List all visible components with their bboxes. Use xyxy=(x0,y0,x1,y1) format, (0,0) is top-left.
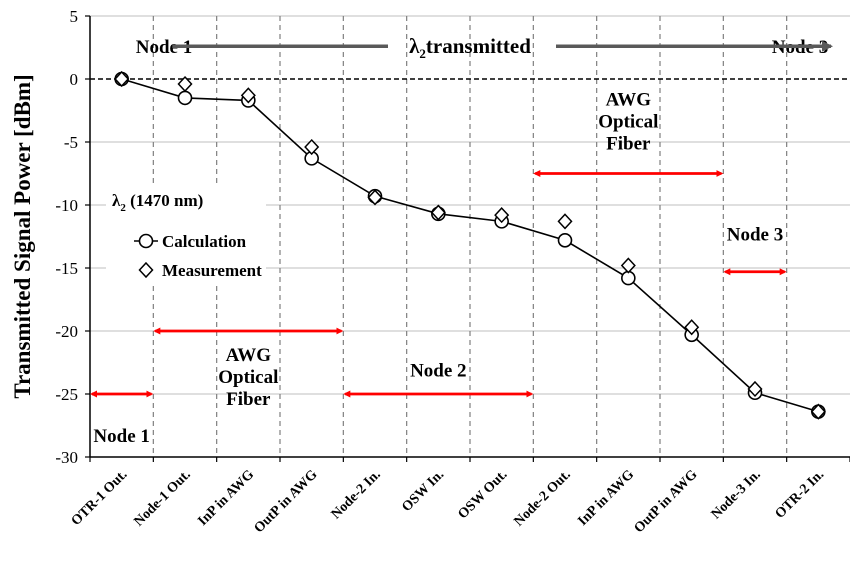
calculation-point xyxy=(557,232,573,248)
legend-label: Calculation xyxy=(162,232,247,251)
calculation-line xyxy=(121,78,819,413)
y-tick-label: 5 xyxy=(70,7,79,26)
calculation-point xyxy=(177,90,193,106)
span-label: Fiber xyxy=(606,133,651,154)
y-axis-title: Transmitted Signal Power [dBm] xyxy=(10,74,35,398)
span-label: Fiber xyxy=(226,389,271,410)
y-tick-label: -20 xyxy=(55,322,78,341)
measurement-point xyxy=(684,319,700,336)
legend-title: λ2 (1470 nm) xyxy=(112,191,203,214)
legend-measurement-marker xyxy=(138,261,154,279)
measurement-point xyxy=(240,87,256,104)
measurement-point xyxy=(304,138,320,156)
legend-background xyxy=(106,186,266,282)
legend: λ2 (1470 nm) Calculation Measurement xyxy=(106,186,266,282)
span-label: AWG xyxy=(606,89,652,110)
x-tick-label: OutP in AWG xyxy=(632,467,701,536)
measurement-point xyxy=(557,213,573,230)
measurement-point xyxy=(367,189,383,206)
legend-calculation-marker xyxy=(138,233,154,249)
x-tick-label: OSW In. xyxy=(399,467,447,515)
x-tick-label: Node-2 Out. xyxy=(512,467,574,529)
y-tick-label: -5 xyxy=(64,133,78,152)
x-tick-label: OutP in AWG xyxy=(252,467,321,536)
x-tick-label: OSW Out. xyxy=(456,467,511,522)
series xyxy=(114,70,826,420)
measurement-point xyxy=(430,204,446,221)
measurement-point xyxy=(114,70,130,88)
y-tick-label: -25 xyxy=(55,385,78,404)
span-label: Node 3 xyxy=(727,224,783,245)
top-node-left-label: Node 1 xyxy=(136,37,192,58)
x-tick-label: InP in AWG xyxy=(195,467,257,529)
x-tick-label: OTR-1 Out. xyxy=(69,467,131,529)
span-label: Node 1 xyxy=(93,426,149,447)
span-label: Node 2 xyxy=(410,360,466,381)
measurement-point xyxy=(494,206,510,224)
y-tick-label: -15 xyxy=(55,259,78,278)
y-tick-label: -10 xyxy=(55,196,78,215)
measurement-point xyxy=(747,380,763,398)
top-transmitted-label: λ2transmitted xyxy=(409,34,531,61)
x-tick-label: Node-1 Out. xyxy=(132,467,194,529)
span-label: Optical xyxy=(598,111,658,132)
measurement-point xyxy=(810,403,826,420)
span-label: AWG xyxy=(226,345,272,366)
x-tick-label: OTR-2 In. xyxy=(773,467,828,522)
span-label: Optical xyxy=(218,367,278,388)
x-tick-label: InP in AWG xyxy=(575,467,637,529)
y-tick-label: -30 xyxy=(55,448,78,467)
measurement-point xyxy=(177,75,193,93)
measurement-point xyxy=(620,257,636,274)
x-tick-label: Node-2 In. xyxy=(329,467,384,522)
legend-label: Measurement xyxy=(162,261,262,280)
y-tick-label: 0 xyxy=(70,70,79,89)
x-tick-label: Node-3 In. xyxy=(709,467,764,522)
annotations: Node 1Node 3λ2transmittedNode 1AWGOptica… xyxy=(90,34,833,447)
